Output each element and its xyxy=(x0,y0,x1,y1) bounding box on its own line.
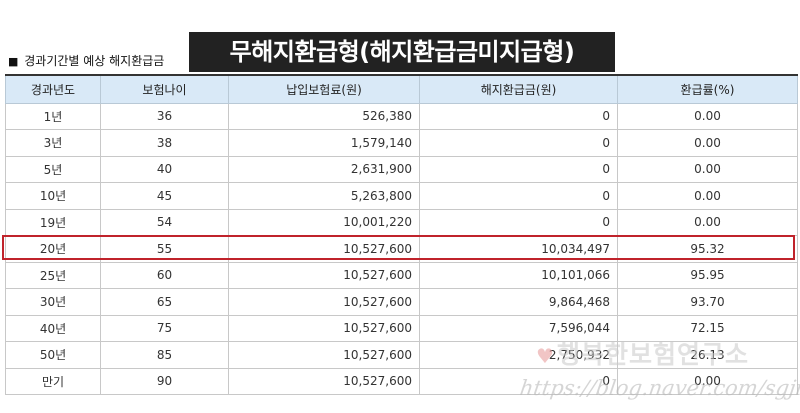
cell-premium-paid: 10,527,600 xyxy=(228,288,420,316)
cell-surrender-value: 0 xyxy=(419,208,618,236)
cell-elapsed-year: 50년 xyxy=(5,341,101,369)
col-header-refund-rate: 환급률(%) xyxy=(617,74,798,104)
section-label: ■ 경과기간별 예상 해지환급금 xyxy=(8,52,164,69)
cell-refund-rate: 72.15 xyxy=(617,314,798,342)
table-row: 3년 38 1,579,140 0 0.00 xyxy=(5,129,798,157)
col-header-premium-paid: 납입보험료(원) xyxy=(228,74,420,104)
cell-refund-rate: 0.00 xyxy=(617,208,798,236)
cell-insured-age: 85 xyxy=(100,341,229,369)
table-row: 5년 40 2,631,900 0 0.00 xyxy=(5,155,798,183)
table-row: 50년 85 10,527,600 2,750,932 26.13 xyxy=(5,341,798,369)
cell-refund-rate: 0.00 xyxy=(617,155,798,183)
cell-refund-rate: 0.00 xyxy=(617,367,798,395)
cell-premium-paid: 10,527,600 xyxy=(228,367,420,395)
cell-refund-rate: 93.70 xyxy=(617,288,798,316)
table-row: 만기 90 10,527,600 0 0.00 xyxy=(5,367,798,395)
cell-elapsed-year: 만기 xyxy=(5,367,101,395)
table-row: 20년 55 10,527,600 10,034,497 95.32 xyxy=(5,235,798,263)
cell-premium-paid: 526,380 xyxy=(228,102,420,130)
cell-insured-age: 38 xyxy=(100,129,229,157)
table-row: 19년 54 10,001,220 0 0.00 xyxy=(5,208,798,236)
watermark-name: ♥행복한보험연구소 xyxy=(536,335,749,371)
cell-premium-paid: 10,527,600 xyxy=(228,314,420,342)
cell-insured-age: 65 xyxy=(100,288,229,316)
watermark-name-text: 행복한보험연구소 xyxy=(556,340,749,369)
table-row: 1년 36 526,380 0 0.00 xyxy=(5,102,798,130)
cell-premium-paid: 10,527,600 xyxy=(228,341,420,369)
col-header-insured-age: 보험나이 xyxy=(100,74,229,104)
cell-insured-age: 54 xyxy=(100,208,229,236)
title-banner: 무해지환급형(해지환급금미지급형) xyxy=(189,32,615,72)
table-row: 25년 60 10,527,600 10,101,066 95.95 xyxy=(5,261,798,289)
cell-insured-age: 45 xyxy=(100,182,229,210)
cell-refund-rate: 0.00 xyxy=(617,129,798,157)
square-bullet-icon: ■ xyxy=(8,55,19,68)
cell-premium-paid: 10,527,600 xyxy=(228,261,420,289)
cell-refund-rate: 95.95 xyxy=(617,261,798,289)
table-row: 30년 65 10,527,600 9,864,468 93.70 xyxy=(5,288,798,316)
watermark-url: https://blog.naver.com/sgjin7 xyxy=(518,376,800,400)
cell-elapsed-year: 30년 xyxy=(5,288,101,316)
table-header-row: 경과년도 보험나이 납입보험료(원) 해지환급금(원) 환급률(%) xyxy=(5,74,798,104)
cell-surrender-value: 0 xyxy=(419,367,618,395)
cell-premium-paid: 5,263,800 xyxy=(228,182,420,210)
refund-table-wrap: 경과년도 보험나이 납입보험료(원) 해지환급금(원) 환급률(%) 1년 36 5… xyxy=(5,74,798,395)
cell-insured-age: 36 xyxy=(100,102,229,130)
cell-surrender-value: 10,034,497 xyxy=(419,235,618,263)
cell-elapsed-year: 20년 xyxy=(5,235,101,263)
cell-elapsed-year: 40년 xyxy=(5,314,101,342)
cell-insured-age: 55 xyxy=(100,235,229,263)
cell-elapsed-year: 19년 xyxy=(5,208,101,236)
refund-table: 경과년도 보험나이 납입보험료(원) 해지환급금(원) 환급률(%) 1년 36 5… xyxy=(5,74,798,395)
col-header-elapsed-year: 경과년도 xyxy=(5,74,101,104)
cell-elapsed-year: 3년 xyxy=(5,129,101,157)
cell-insured-age: 75 xyxy=(100,314,229,342)
cell-premium-paid: 10,527,600 xyxy=(228,235,420,263)
cell-surrender-value: 0 xyxy=(419,155,618,183)
cell-surrender-value: 10,101,066 xyxy=(419,261,618,289)
cell-insured-age: 40 xyxy=(100,155,229,183)
cell-elapsed-year: 25년 xyxy=(5,261,101,289)
cell-refund-rate: 26.13 xyxy=(617,341,798,369)
cell-premium-paid: 1,579,140 xyxy=(228,129,420,157)
cell-refund-rate: 0.00 xyxy=(617,102,798,130)
table-row: 40년 75 10,527,600 7,596,044 72.15 xyxy=(5,314,798,342)
cell-surrender-value: 7,596,044 xyxy=(419,314,618,342)
cell-premium-paid: 10,001,220 xyxy=(228,208,420,236)
cell-refund-rate: 0.00 xyxy=(617,182,798,210)
cell-elapsed-year: 5년 xyxy=(5,155,101,183)
cell-surrender-value: 0 xyxy=(419,102,618,130)
cell-insured-age: 90 xyxy=(100,367,229,395)
cell-surrender-value: 0 xyxy=(419,182,618,210)
cell-surrender-value: 9,864,468 xyxy=(419,288,618,316)
cell-elapsed-year: 1년 xyxy=(5,102,101,130)
cell-elapsed-year: 10년 xyxy=(5,182,101,210)
section-label-text: 경과기간별 예상 해지환급금 xyxy=(24,54,165,68)
cell-refund-rate: 95.32 xyxy=(617,235,798,263)
heart-icon: ♥ xyxy=(536,344,555,368)
cell-premium-paid: 2,631,900 xyxy=(228,155,420,183)
cell-surrender-value: 0 xyxy=(419,129,618,157)
col-header-surrender-value: 해지환급금(원) xyxy=(419,74,618,104)
cell-insured-age: 60 xyxy=(100,261,229,289)
table-row: 10년 45 5,263,800 0 0.00 xyxy=(5,182,798,210)
